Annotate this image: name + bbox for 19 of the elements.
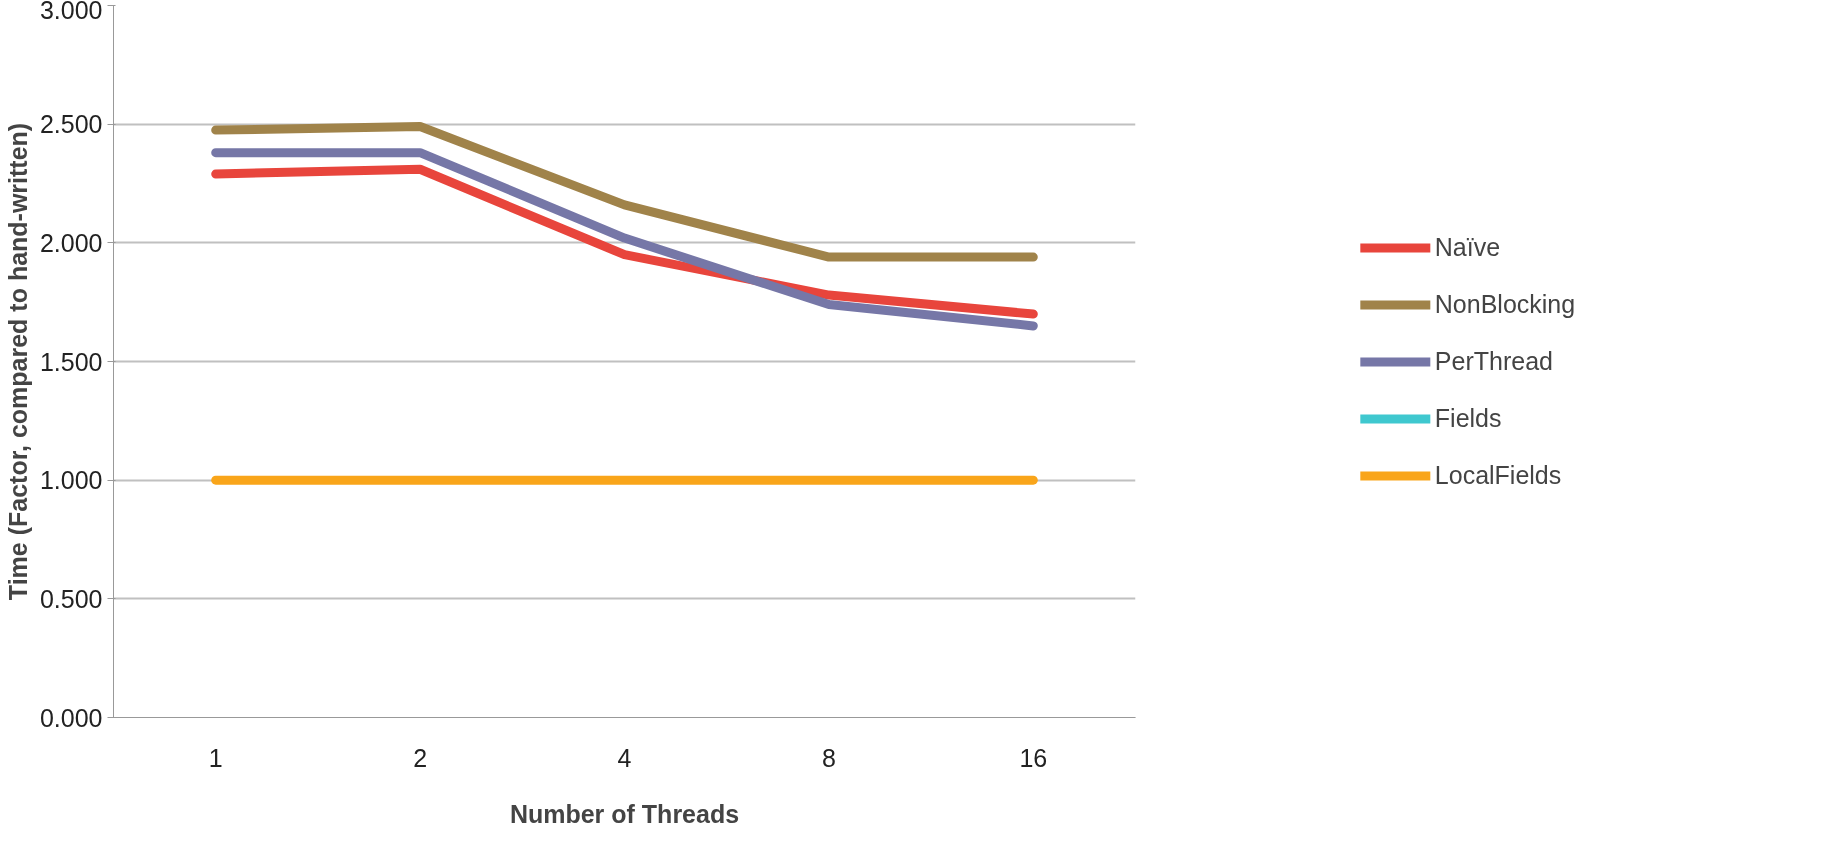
x-axis-title: Number of Threads xyxy=(509,799,740,828)
x-tick-label: 2 xyxy=(413,743,428,772)
x-tick-label: 1 xyxy=(208,743,223,772)
y-tick-label: 1.000 xyxy=(39,466,103,495)
legend-label: LocalFields xyxy=(1434,460,1562,490)
x-tick-label: 16 xyxy=(1019,743,1048,772)
legend-label: PerThread xyxy=(1434,346,1553,376)
x-tick-label: 4 xyxy=(617,743,632,772)
y-tick-label: 0.000 xyxy=(39,703,103,732)
y-tick-label: 2.500 xyxy=(39,110,103,139)
legend-label: Naïve xyxy=(1434,232,1501,262)
y-tick-label: 3.000 xyxy=(39,0,103,24)
y-tick-label: 1.500 xyxy=(39,347,103,376)
y-tick-label: 2.000 xyxy=(39,228,103,257)
y-axis-title: Time (Factor, compared to hand-written) xyxy=(3,122,32,601)
y-tick-label: 0.500 xyxy=(39,584,103,613)
x-tick-label: 8 xyxy=(821,743,836,772)
legend-label: Fields xyxy=(1434,403,1502,433)
legend-label: NonBlocking xyxy=(1434,289,1576,319)
